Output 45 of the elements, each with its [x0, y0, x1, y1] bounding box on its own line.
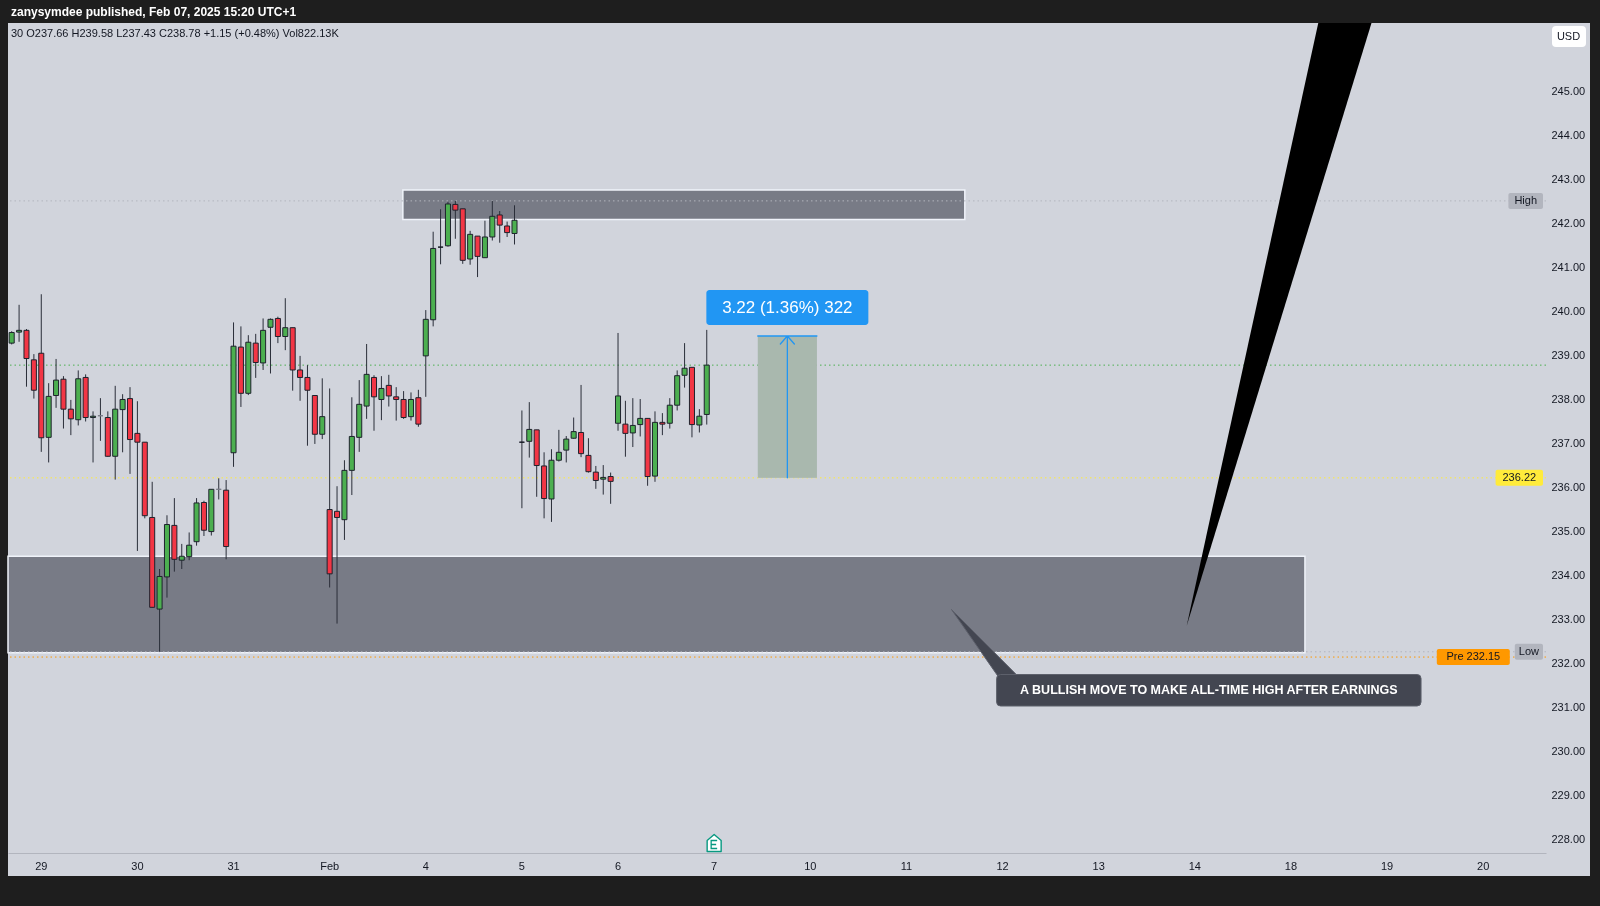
x-tick-label: 10 [804, 859, 817, 872]
candlestick [437, 208, 444, 265]
x-tick-label: 30 [131, 859, 144, 872]
y-tick-label: 245.00 [1551, 84, 1586, 97]
x-tick-label: 4 [422, 859, 429, 872]
x-tick-label: 20 [1477, 859, 1490, 872]
y-tick-label: 237.00 [1551, 437, 1586, 449]
x-tick-label: 31 [227, 859, 240, 872]
ref-line-label: Low [1518, 644, 1540, 657]
x-tick-label: Feb [320, 859, 340, 872]
x-tick-label: 6 [614, 859, 622, 872]
x-tick-label: 12 [996, 859, 1009, 872]
x-tick-label: 11 [900, 859, 913, 872]
y-tick-label: 235.00 [1551, 525, 1586, 538]
y-tick-label: 244.00 [1551, 128, 1586, 141]
y-tick-label: 230.00 [1551, 745, 1586, 758]
y-tick-label: 229.00 [1551, 789, 1586, 802]
candlestick [526, 401, 533, 459]
y-tick-label: 243.00 [1551, 172, 1586, 185]
x-tick-label: 29 [35, 859, 48, 872]
ref-line-label: Pre 232.15 [1446, 650, 1501, 663]
y-tick-label: 228.00 [1551, 833, 1586, 846]
ref-line-label: 236.22 [1502, 470, 1537, 483]
y-tick-label: 231.00 [1551, 701, 1586, 714]
chart-title: zanysymdee published, Feb 07, 2025 15:20 UTC+1 [11, 5, 297, 19]
y-tick-label: 242.00 [1551, 216, 1586, 229]
y-tick-label: 233.00 [1551, 613, 1586, 626]
ref-line-label: High [1514, 193, 1538, 206]
x-tick-label: 13 [1092, 859, 1105, 872]
x-tick-label: 18 [1284, 859, 1298, 872]
x-tick-label: 14 [1188, 859, 1201, 872]
x-tick-label: 5 [518, 859, 525, 872]
y-tick-label: 232.00 [1551, 657, 1586, 670]
y-tick-label: 240.00 [1551, 304, 1586, 317]
y-tick-label: 236.00 [1551, 481, 1586, 494]
x-tick-label: 7 [711, 859, 718, 872]
x-tick-label: 19 [1380, 859, 1394, 872]
annotation: A BULLISH MOVE TO MAKE ALL-TIME HIGH AFTER EARNINGS [1020, 683, 1398, 698]
chart-subtitle: 30 O237.66 H239.58 L237.43 C238.78 +1.15 (+0.48%) Vol822.13K [11, 27, 340, 39]
y-tick-label: 238.00 [1551, 392, 1586, 405]
y-tick-label: 234.00 [1551, 569, 1586, 582]
annotation: 3.22 (1.36%) 322 [722, 297, 853, 317]
y-tick-label: 241.00 [1551, 260, 1586, 273]
y-tick-label: 239.00 [1551, 348, 1586, 361]
y-axis-title: USD [1556, 29, 1581, 42]
